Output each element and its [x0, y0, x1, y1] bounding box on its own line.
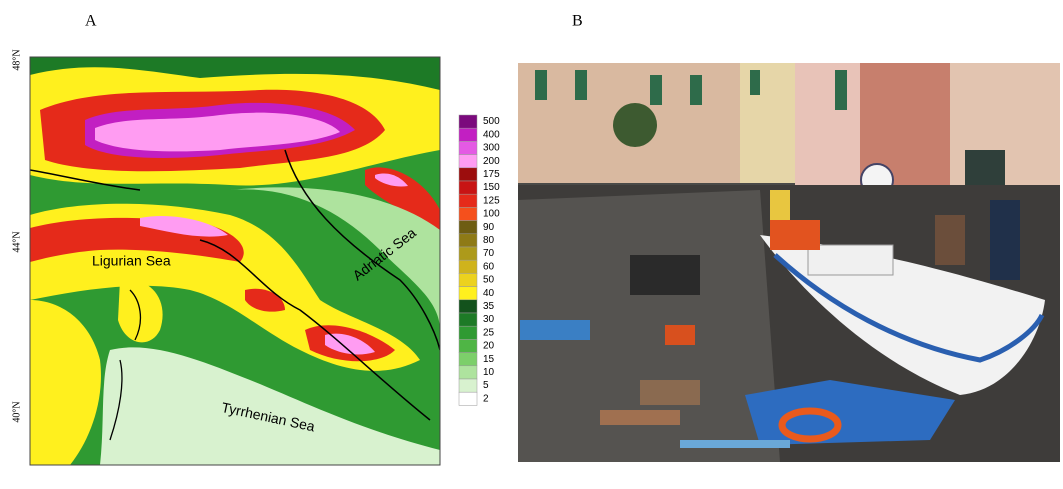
legend-label: 20	[483, 341, 495, 352]
legend-label: 100	[483, 209, 500, 220]
legend-label: 200	[483, 156, 500, 167]
legend-label: 10	[483, 367, 495, 378]
figure: A B 48°N 4	[0, 0, 1063, 484]
legend-label: 40	[483, 288, 495, 299]
legend-label: 70	[483, 248, 495, 259]
legend-label: 35	[483, 301, 495, 312]
legend-label: 300	[483, 143, 500, 154]
legend-label: 125	[483, 195, 500, 206]
legend-swatch	[459, 353, 477, 366]
legend-swatch	[459, 221, 477, 234]
place-label: Ligurian Sea	[92, 253, 171, 269]
legend-label: 175	[483, 169, 500, 180]
legend-swatch	[459, 379, 477, 392]
legend-label: 500	[483, 116, 500, 127]
legend-label: 80	[483, 235, 495, 246]
legend-label: 15	[483, 354, 495, 365]
legend-label: 90	[483, 222, 495, 233]
legend-label: 60	[483, 261, 495, 272]
legend-label: 5	[483, 380, 489, 391]
legend-swatch	[459, 366, 477, 379]
legend-swatch	[459, 300, 477, 313]
legend-swatch	[459, 234, 477, 247]
legend-swatch	[459, 181, 477, 194]
legend-label: 400	[483, 129, 500, 140]
legend-swatch	[459, 128, 477, 141]
legend-swatch	[459, 260, 477, 273]
legend-label: 2	[483, 393, 489, 404]
legend-label: 25	[483, 327, 495, 338]
legend-swatch	[459, 326, 477, 339]
legend-swatch	[459, 141, 477, 154]
lat-label: 40°N	[11, 401, 22, 422]
legend-swatch	[459, 194, 477, 207]
legend-swatch	[459, 155, 477, 168]
legend-swatch	[459, 339, 477, 352]
legend-swatch	[459, 392, 477, 405]
legend-label: 150	[483, 182, 500, 193]
lat-label: 44°N	[11, 231, 22, 252]
legend-label: 30	[483, 314, 495, 325]
legend-swatch	[459, 115, 477, 128]
legend-label: 50	[483, 275, 495, 286]
panel-label: B	[572, 13, 583, 30]
legend-swatch	[459, 273, 477, 286]
panel-label: A	[85, 13, 97, 30]
legend-swatch	[459, 207, 477, 220]
legend-swatch	[459, 247, 477, 260]
legend: 500 400 300 200 175 150 125 100 90 80 70 60 50 40 35 30…	[459, 115, 500, 405]
legend-swatch	[459, 313, 477, 326]
legend-swatch	[459, 287, 477, 300]
photo	[518, 63, 1060, 462]
legend-swatch	[459, 168, 477, 181]
lat-label: 48°N	[11, 49, 22, 70]
